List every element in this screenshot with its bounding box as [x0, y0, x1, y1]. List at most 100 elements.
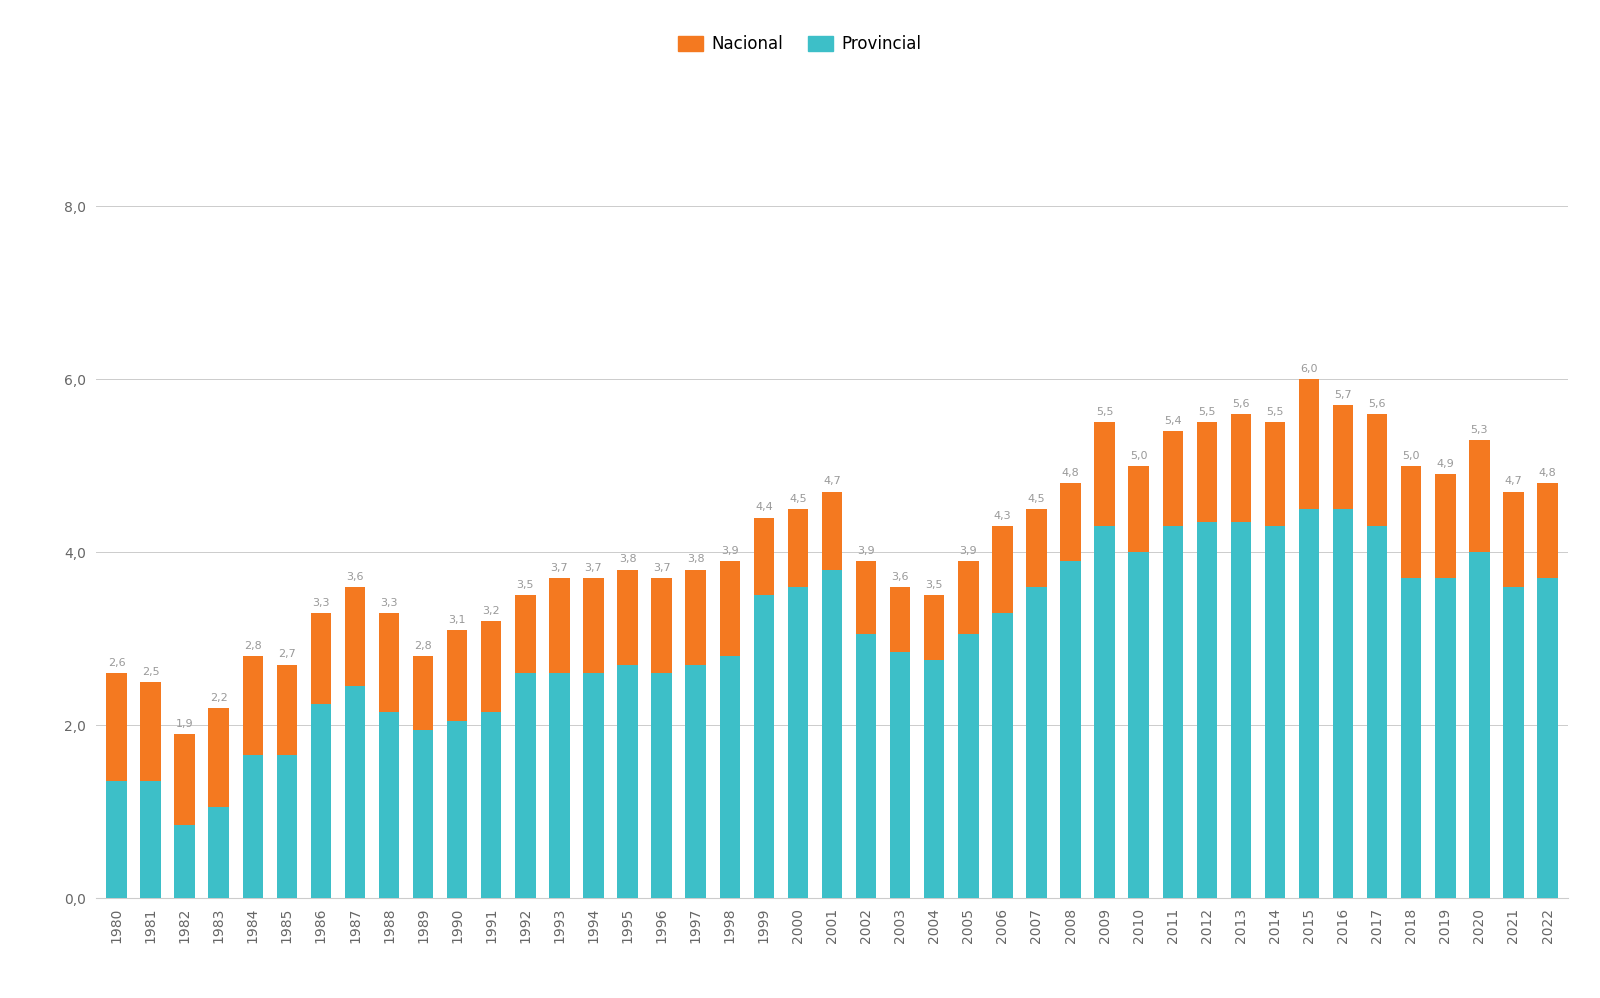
Text: 4,9: 4,9	[1437, 459, 1454, 469]
Bar	[685, 665, 706, 898]
Bar	[685, 570, 706, 665]
Bar	[1163, 526, 1182, 898]
Bar	[584, 578, 603, 674]
Bar	[1538, 483, 1558, 578]
Text: 3,6: 3,6	[346, 572, 363, 582]
Bar	[413, 656, 434, 730]
Text: 3,5: 3,5	[925, 580, 942, 590]
Bar	[1299, 379, 1320, 509]
Bar	[1264, 422, 1285, 526]
Text: 3,7: 3,7	[584, 563, 602, 573]
Bar	[208, 807, 229, 898]
Bar	[1230, 522, 1251, 898]
Bar	[1333, 405, 1354, 509]
Text: 4,5: 4,5	[789, 494, 806, 504]
Text: 2,5: 2,5	[142, 667, 160, 677]
Bar	[174, 824, 195, 898]
Bar	[787, 587, 808, 898]
Text: 3,9: 3,9	[960, 546, 978, 556]
Bar	[1094, 422, 1115, 526]
Bar	[890, 652, 910, 898]
Bar	[1504, 587, 1523, 898]
Bar	[1197, 422, 1218, 522]
Bar	[958, 635, 979, 898]
Text: 3,2: 3,2	[483, 606, 501, 616]
Text: 3,8: 3,8	[686, 554, 704, 564]
Text: 5,5: 5,5	[1096, 407, 1114, 417]
Bar	[856, 561, 877, 635]
Bar	[243, 656, 262, 755]
Bar	[243, 755, 262, 898]
Bar	[618, 665, 638, 898]
Bar	[822, 492, 842, 570]
Text: 3,9: 3,9	[722, 546, 739, 556]
Text: 3,7: 3,7	[653, 563, 670, 573]
Bar	[822, 570, 842, 898]
Bar	[379, 613, 400, 713]
Bar	[992, 526, 1013, 613]
Bar	[549, 578, 570, 674]
Bar	[379, 713, 400, 898]
Text: 3,3: 3,3	[312, 598, 330, 608]
Bar	[344, 587, 365, 687]
Bar	[446, 721, 467, 898]
Bar	[1197, 522, 1218, 898]
Legend: Nacional, Provincial: Nacional, Provincial	[672, 28, 928, 60]
Bar	[1504, 492, 1523, 587]
Bar	[1163, 431, 1182, 526]
Text: 4,8: 4,8	[1539, 468, 1557, 478]
Bar	[787, 509, 808, 587]
Text: 4,7: 4,7	[822, 476, 842, 486]
Text: 3,8: 3,8	[619, 554, 637, 564]
Text: 4,4: 4,4	[755, 502, 773, 512]
Bar	[1061, 483, 1080, 561]
Text: 5,4: 5,4	[1163, 416, 1181, 426]
Bar	[141, 682, 160, 781]
Bar	[1094, 526, 1115, 898]
Bar	[890, 587, 910, 652]
Bar	[310, 704, 331, 898]
Text: 2,8: 2,8	[414, 641, 432, 651]
Text: 6,0: 6,0	[1301, 364, 1318, 374]
Text: 4,8: 4,8	[1062, 468, 1080, 478]
Bar	[446, 630, 467, 721]
Text: 5,0: 5,0	[1403, 450, 1421, 460]
Text: 5,5: 5,5	[1198, 407, 1216, 417]
Bar	[754, 596, 774, 898]
Bar	[1026, 509, 1046, 587]
Bar	[958, 561, 979, 635]
Bar	[1469, 440, 1490, 552]
Bar	[515, 674, 536, 898]
Bar	[482, 713, 501, 898]
Text: 5,0: 5,0	[1130, 450, 1147, 460]
Text: 2,6: 2,6	[107, 658, 125, 668]
Bar	[923, 661, 944, 898]
Bar	[208, 708, 229, 807]
Text: 5,6: 5,6	[1368, 398, 1386, 408]
Bar	[344, 687, 365, 898]
Bar	[618, 570, 638, 665]
Bar	[1402, 466, 1421, 578]
Text: 3,3: 3,3	[381, 598, 398, 608]
Bar	[1333, 509, 1354, 898]
Bar	[1128, 466, 1149, 552]
Bar	[856, 635, 877, 898]
Bar	[1230, 414, 1251, 522]
Text: 2,7: 2,7	[278, 650, 296, 660]
Bar	[1264, 526, 1285, 898]
Bar	[413, 730, 434, 898]
Text: 3,5: 3,5	[517, 580, 534, 590]
Text: 5,7: 5,7	[1334, 390, 1352, 400]
Bar	[1402, 578, 1421, 898]
Bar	[1299, 509, 1320, 898]
Bar	[549, 674, 570, 898]
Bar	[1435, 474, 1456, 578]
Text: 4,5: 4,5	[1027, 494, 1045, 504]
Text: 4,7: 4,7	[1504, 476, 1522, 486]
Bar	[277, 755, 298, 898]
Bar	[1128, 552, 1149, 898]
Text: 5,3: 5,3	[1470, 424, 1488, 434]
Bar	[1435, 578, 1456, 898]
Bar	[992, 613, 1013, 898]
Text: 3,6: 3,6	[891, 572, 909, 582]
